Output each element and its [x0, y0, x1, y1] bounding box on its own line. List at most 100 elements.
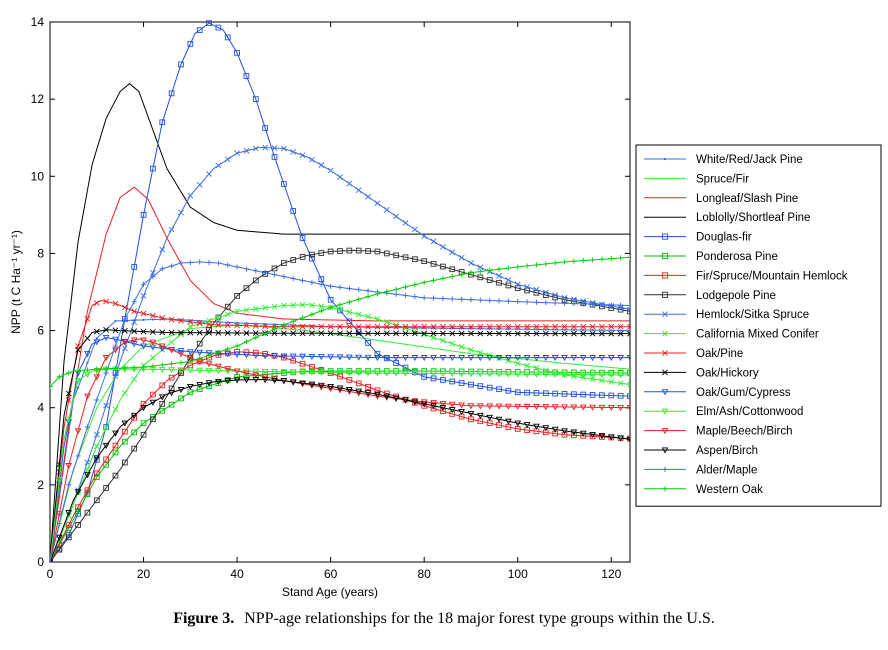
x-tick-label: 60 [324, 567, 338, 581]
series-marker [467, 355, 475, 362]
series-marker [280, 330, 287, 337]
series-marker [476, 403, 484, 410]
series-marker [486, 384, 493, 391]
series-marker [421, 323, 428, 330]
legend-entry: Longleaf/Slash Pine [644, 193, 798, 205]
series-marker [393, 286, 399, 292]
series-marker [374, 200, 381, 207]
series-marker [169, 263, 175, 269]
series-marker [224, 377, 231, 383]
series-marker [579, 430, 587, 437]
legend-label: Lodgepole Pine [696, 290, 776, 302]
series-marker [187, 358, 193, 365]
series-marker [261, 374, 269, 381]
series-marker [355, 330, 362, 337]
series-marker [84, 393, 91, 400]
series-marker [374, 391, 381, 398]
series-marker [533, 355, 540, 362]
series-marker [131, 328, 138, 335]
series-marker [56, 374, 62, 380]
series-marker [177, 348, 185, 355]
series-marker [121, 339, 129, 346]
series-marker [430, 330, 437, 337]
series-marker [328, 304, 334, 311]
series-spruce-fir [50, 324, 630, 562]
series-marker [543, 300, 549, 306]
series-marker [243, 285, 250, 291]
series-marker [542, 425, 550, 432]
legend-label: Spruce/Fir [696, 173, 749, 185]
series-marker [206, 259, 212, 266]
series-oak-pine [50, 298, 630, 562]
series-marker [205, 350, 213, 357]
series-marker [365, 288, 371, 294]
series-marker [561, 371, 568, 378]
series-marker [93, 470, 100, 477]
series-marker [317, 384, 325, 391]
series-marker [178, 209, 184, 216]
series-marker [430, 323, 437, 330]
series-marker [364, 354, 372, 361]
series-marker [318, 281, 324, 287]
series-marker [103, 298, 110, 305]
series-marker [309, 251, 315, 258]
series-marker [309, 323, 315, 330]
series-marker [627, 381, 630, 388]
series-line [50, 324, 630, 562]
series-marker [661, 389, 669, 396]
series-marker [374, 323, 381, 330]
series-marker [215, 329, 222, 336]
series-marker [374, 316, 381, 322]
series-marker [460, 327, 463, 330]
series-marker [486, 371, 494, 378]
series-marker [598, 372, 606, 379]
series-marker [177, 367, 185, 374]
series-marker [542, 355, 550, 362]
series-marker [448, 401, 456, 408]
series-marker [617, 435, 625, 442]
x-tick-label: 80 [418, 567, 432, 581]
series-marker [514, 355, 522, 362]
series-marker [95, 337, 98, 340]
series-marker [533, 330, 540, 337]
series-marker [281, 322, 287, 328]
series-marker [458, 343, 465, 350]
series-marker [374, 330, 381, 337]
series-marker [289, 369, 297, 376]
series-marker [580, 257, 586, 264]
series-marker [355, 329, 362, 335]
series-marker [458, 402, 465, 409]
series-marker [552, 330, 559, 337]
series-marker [374, 387, 381, 394]
series-marker [617, 355, 625, 362]
series-marker [308, 382, 316, 389]
series-marker [383, 393, 391, 400]
series-marker [505, 298, 511, 304]
series-marker [84, 509, 91, 516]
series-marker [234, 50, 240, 56]
series-marker [542, 289, 549, 296]
series-marker [346, 180, 353, 187]
series-marker [252, 306, 259, 312]
series-marker [477, 330, 484, 337]
series-marker [477, 349, 484, 356]
series-marker [356, 287, 362, 293]
series-marker [122, 365, 128, 371]
series-marker [337, 248, 343, 254]
series-marker [477, 268, 483, 275]
series-marker [84, 351, 91, 358]
series-marker [243, 322, 250, 329]
series-marker [627, 302, 630, 309]
series-marker [66, 482, 72, 488]
series-alder-maple [50, 259, 630, 562]
series-marker [346, 247, 353, 254]
series-marker [224, 378, 232, 385]
series-marker [131, 376, 138, 383]
series-marker [628, 329, 630, 332]
series-marker [299, 301, 306, 308]
series-marker [252, 377, 260, 384]
x-tick-label: 20 [137, 567, 151, 581]
series-marker [515, 264, 521, 270]
series-marker [178, 395, 184, 402]
series-marker [486, 330, 493, 337]
